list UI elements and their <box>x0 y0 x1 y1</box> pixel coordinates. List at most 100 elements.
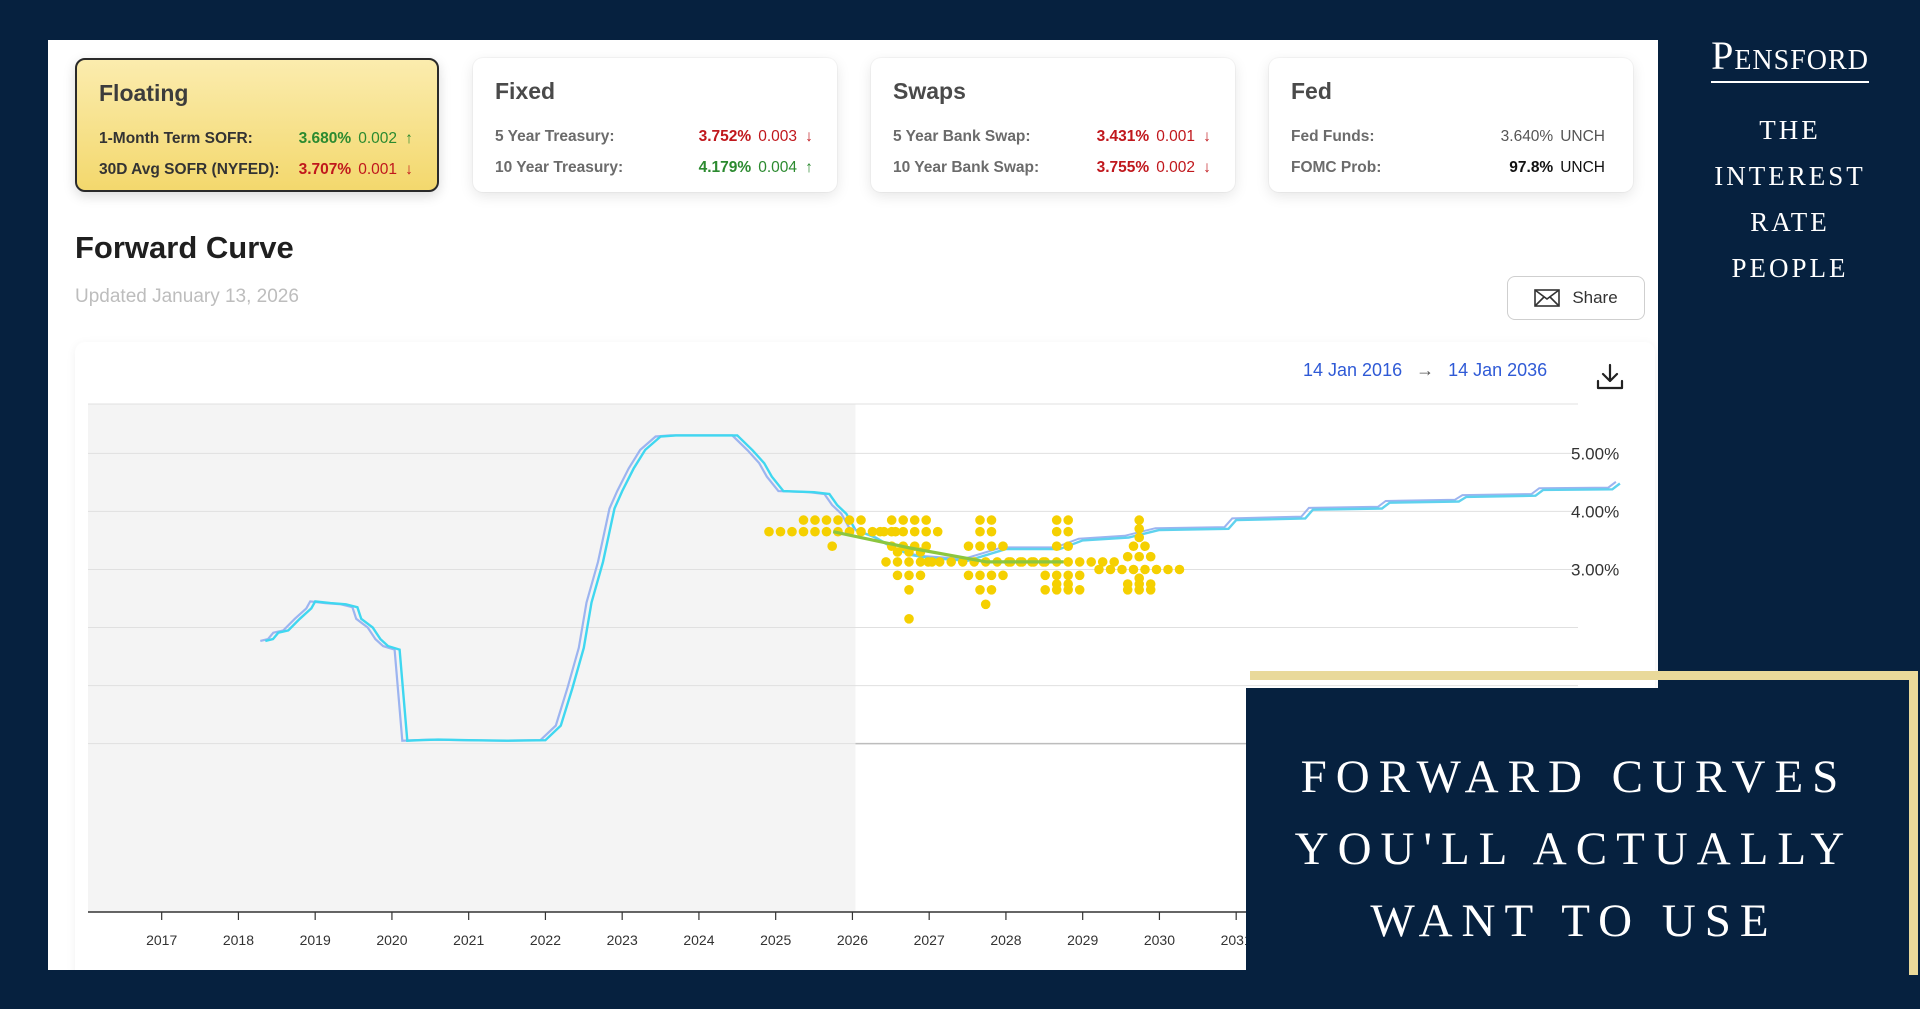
arrow-up-icon: ↑ <box>405 129 413 147</box>
fomc-dot <box>1051 570 1062 581</box>
fomc-dot <box>881 557 891 567</box>
fomc-dot <box>1122 551 1133 562</box>
fomc-dot <box>898 515 908 525</box>
card-title: Fixed <box>495 78 556 104</box>
fomc-dot <box>1134 532 1144 543</box>
fomc-dot <box>1063 557 1073 567</box>
promo-line: YOU'LL ACTUALLY <box>1294 822 1854 875</box>
x-tick-label: 2022 <box>530 932 561 948</box>
rate-label: Fed Funds: <box>1291 127 1375 145</box>
fixed-card[interactable]: Fixed 5 Year Treasury: 3.752% 0.003 ↓ 10 Ye… <box>473 58 837 192</box>
fomc-dot <box>1063 541 1073 551</box>
fomc-dot <box>898 526 908 537</box>
date-range-picker[interactable]: 14 Jan 2016 → 14 Jan 2036 <box>1303 360 1547 381</box>
fomc-dot <box>892 570 903 581</box>
arrow-down-icon: ↓ <box>1203 158 1211 176</box>
rate-change: 0.001 <box>358 160 397 178</box>
fomc-dot <box>980 599 991 610</box>
card-title: Swaps <box>893 78 966 104</box>
fomc-dot <box>1109 557 1119 567</box>
fed-card[interactable]: Fed Fed Funds: 3.640% UNCH FOMC Prob: 97.8%… <box>1269 58 1633 192</box>
forward-line <box>855 482 1621 563</box>
rate-value: 3.640% <box>1500 127 1554 145</box>
fomc-dot <box>867 526 878 537</box>
fomc-dot <box>946 557 956 567</box>
fomc-dot <box>904 557 914 567</box>
rate-value: 97.8% <box>1509 158 1554 176</box>
fomc-dot <box>1063 585 1073 595</box>
fomc-dot <box>821 526 832 537</box>
fomc-dot <box>921 526 931 537</box>
x-tick-label: 2019 <box>300 932 331 948</box>
rate-row: FOMC Prob: 97.8% UNCH <box>1291 152 1611 183</box>
rate-value: 3.752% <box>698 127 752 145</box>
fomc-dot <box>986 585 997 595</box>
fomc-dot <box>998 541 1008 551</box>
fomc-dot <box>856 526 866 537</box>
forward-curve-chart[interactable]: 2017 2018 2019 2020 2021 2022 2023 2024 2025 2026… <box>48 40 1658 970</box>
card-title: Floating <box>99 80 189 106</box>
swaps-card[interactable]: Swaps 5 Year Bank Swap: 3.431% 0.001 ↓ 10 Y… <box>871 58 1235 192</box>
download-icon[interactable] <box>1595 362 1625 392</box>
tagline-line: THE <box>1759 115 1821 145</box>
fomc-dot <box>915 557 926 567</box>
fomc-dot <box>1051 541 1062 551</box>
share-button[interactable]: Share <box>1507 276 1645 320</box>
promo-banner: FORWARD CURVES YOU'LL ACTUALLY WANT TO U… <box>1246 688 1902 1009</box>
share-label: Share <box>1572 288 1618 307</box>
fomc-dot <box>764 526 774 537</box>
fomc-dot <box>1051 515 1062 525</box>
x-tick-label: 2029 <box>1067 932 1098 948</box>
tagline-line: PEOPLE <box>1731 253 1849 283</box>
promo-frame <box>1250 671 1918 975</box>
floating-card[interactable]: Floating 1-Month Term SOFR: 3.680% 0.002 ↑ … <box>75 58 439 192</box>
fomc-dot <box>856 515 866 525</box>
range-start[interactable]: 14 Jan 2016 <box>1303 360 1403 380</box>
fomc-dot <box>1134 585 1144 595</box>
y-tick-label: 4.00% <box>1571 502 1619 521</box>
fomc-dot <box>975 515 985 525</box>
fomc-dot <box>975 541 985 551</box>
fomc-dot <box>923 557 933 567</box>
brand-logo: Pensford <box>1711 32 1869 83</box>
fomc-dot <box>833 515 843 525</box>
fomc-dot <box>934 557 945 567</box>
fomc-dot <box>1134 524 1144 534</box>
card-title: Fed <box>1291 78 1332 104</box>
fomc-dot <box>932 526 943 537</box>
history-region <box>88 404 856 912</box>
fomc-dot <box>904 614 914 624</box>
fomc-dot <box>975 526 985 537</box>
fomc-dot <box>1063 570 1073 581</box>
fomc-dot <box>1128 541 1139 551</box>
fomc-dot <box>904 570 914 581</box>
rate-label: 10 Year Treasury: <box>495 158 624 176</box>
brand-tagline: THE INTEREST RATE PEOPLE <box>1690 107 1890 291</box>
range-end[interactable]: 14 Jan 2036 <box>1448 360 1548 380</box>
fomc-dot <box>1151 564 1162 575</box>
fomc-dot <box>1174 564 1185 575</box>
fomc-dot <box>1134 515 1144 525</box>
x-tick-label: 2020 <box>376 932 407 948</box>
x-tick-label: 2018 <box>223 932 254 948</box>
page-title: Forward Curve <box>75 230 294 265</box>
fomc-dot <box>1086 557 1096 567</box>
fomc-dot <box>975 570 985 581</box>
rate-change: 0.004 <box>758 158 797 176</box>
x-tick-label: 2027 <box>914 932 945 948</box>
rate-label: 5 Year Bank Swap: <box>893 127 1031 145</box>
fomc-dot <box>1134 551 1144 562</box>
rate-change: 0.002 <box>1156 158 1195 176</box>
fomc-dot <box>1040 585 1050 595</box>
arrow-down-icon: ↓ <box>805 127 813 145</box>
rate-change: 0.003 <box>758 127 797 145</box>
fomc-dot <box>1163 564 1173 575</box>
fomc-dot <box>1140 564 1150 575</box>
rate-value: 3.431% <box>1096 127 1150 145</box>
fomc-dot <box>986 526 997 537</box>
rate-value: 4.179% <box>698 158 752 176</box>
brand-block: Pensford THE INTEREST RATE PEOPLE <box>1690 32 1890 291</box>
fomc-dot <box>1145 551 1156 562</box>
fomc-dot <box>975 585 985 595</box>
fomc-dot <box>886 526 897 537</box>
